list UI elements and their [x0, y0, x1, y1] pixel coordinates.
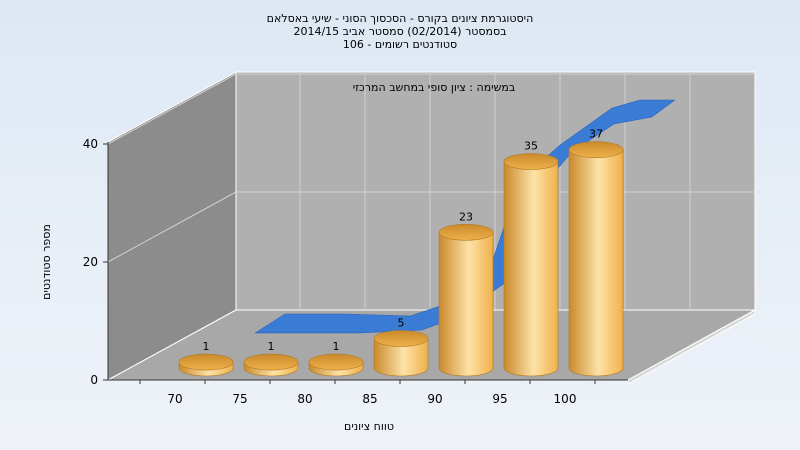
- x-tick-label: 90: [427, 392, 442, 406]
- x-tick-label: 100: [554, 392, 577, 406]
- chart-title-line-2: בסמסטר (02/2014) סמסטר אביב 2014/15: [293, 25, 507, 38]
- grid-line-side-20: [107, 191, 237, 263]
- bar-top: [178, 353, 234, 371]
- bar-body: [568, 149, 624, 377]
- bar-85: 5: [373, 317, 429, 377]
- data-label: 23: [459, 210, 473, 223]
- y-axis-title: מספר סטודנטים: [40, 224, 53, 300]
- grid-line-side-40: [107, 73, 237, 145]
- x-tick-label: 75: [232, 392, 247, 406]
- bar-top: [373, 330, 429, 347]
- bar-body: [438, 232, 494, 377]
- bar-top: [308, 353, 364, 371]
- bar-top: [568, 141, 624, 158]
- data-label: 5: [398, 317, 405, 330]
- chart-title-block: היסטוגרמת ציונים בקורס - הסכסוך הסוני - …: [0, 12, 800, 51]
- bar-70: 1: [178, 340, 234, 377]
- data-label: 1: [203, 340, 210, 353]
- bar-body: [373, 338, 429, 377]
- data-label: 1: [333, 340, 340, 353]
- bar-body: [503, 161, 559, 377]
- bar-top: [438, 224, 494, 241]
- chart-subtitle: במשימה : ציון סופי במחשב המרכזי: [353, 81, 516, 94]
- bar-90: 23: [438, 210, 494, 377]
- x-tick-label: 80: [297, 392, 312, 406]
- y-tick-label: 40: [83, 137, 98, 151]
- data-label: 1: [268, 340, 275, 353]
- y-tick-label: 0: [90, 373, 98, 387]
- chart-title-line-1: היסטוגרמת ציונים בקורס - הסכסוך הסוני - …: [266, 12, 534, 25]
- bar-top: [503, 153, 559, 170]
- x-tick-label: 85: [362, 392, 377, 406]
- x-tick-label: 95: [492, 392, 507, 406]
- bar-75: 1: [243, 340, 299, 377]
- bar-80: 1: [308, 340, 364, 377]
- bar-100: 37: [568, 128, 624, 377]
- x-tick-label: 70: [167, 392, 182, 406]
- y-tick-label: 20: [83, 255, 98, 269]
- chart-floor-edge: [627, 309, 756, 385]
- x-axis-title: טווח ציונים: [344, 420, 394, 433]
- bar-top: [243, 353, 299, 371]
- chart-title-line-3: סטודנטים רשומים - 106: [342, 38, 458, 51]
- data-label: 37: [589, 128, 603, 141]
- bar-95: 35: [503, 140, 559, 377]
- data-label: 35: [524, 140, 538, 153]
